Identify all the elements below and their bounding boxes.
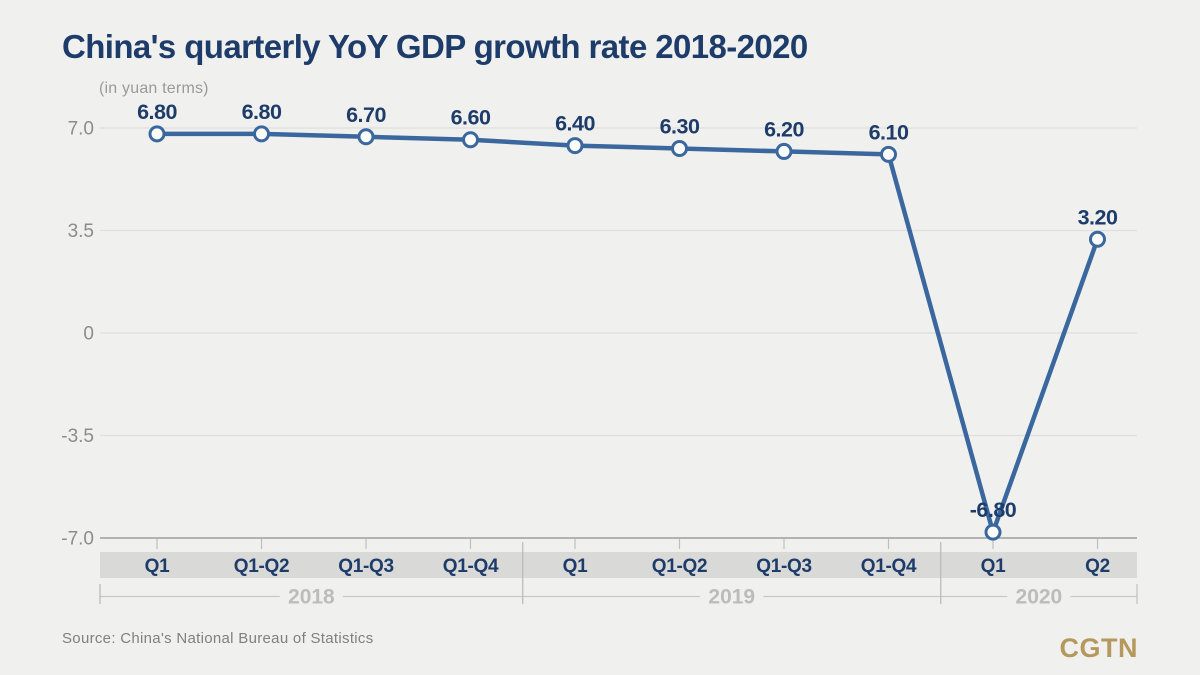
x-axis-label: Q1 (563, 556, 588, 577)
data-point-label: -6.80 (970, 498, 1017, 522)
data-point (253, 125, 270, 143)
data-point-label: 6.60 (451, 106, 491, 130)
data-point (671, 140, 688, 157)
y-axis-tick-label: 7.0 (68, 119, 94, 140)
x-axis-label: Q1-Q2 (652, 556, 708, 577)
data-point-label: 6.20 (764, 117, 804, 141)
data-point (775, 142, 793, 160)
year-label: 2020 (1016, 586, 1063, 609)
data-point (1089, 230, 1106, 248)
data-point (148, 125, 166, 143)
chart-subtitle: (in yuan terms) (99, 80, 209, 97)
data-point (357, 128, 375, 146)
cgtn-logo: CGTN (1059, 633, 1138, 663)
data-point-label: 6.10 (869, 120, 909, 144)
x-axis-label: Q1-Q3 (756, 556, 812, 577)
data-point (462, 131, 479, 149)
x-axis-band (100, 552, 1137, 578)
y-axis-tick-label: -3.5 (61, 426, 94, 447)
x-axis-label: Q1-Q3 (338, 556, 394, 577)
data-point-label: 6.70 (346, 103, 386, 127)
data-line (154, 131, 1100, 535)
data-point-label: 6.30 (660, 115, 700, 139)
data-point (566, 137, 584, 155)
source-note: Source: China's National Bureau of Stati… (62, 630, 374, 647)
data-point-label: 3.20 (1078, 205, 1118, 229)
x-axis-label: Q1 (145, 556, 170, 577)
y-axis-tick-label: 0 (83, 324, 94, 345)
data-point-label: 6.40 (555, 112, 595, 136)
y-axis-tick-label: 3.5 (68, 221, 94, 242)
data-point-label: 6.80 (242, 100, 282, 124)
x-axis-label: Q1 (981, 556, 1006, 577)
y-axis-tick-label: -7.0 (61, 529, 94, 550)
chart-title: China's quarterly YoY GDP growth rate 20… (62, 28, 808, 65)
x-axis-label: Q1-Q2 (234, 556, 290, 577)
x-axis-label: Q1-Q4 (861, 556, 917, 577)
data-point-label: 6.80 (137, 100, 177, 124)
year-label: 2019 (708, 586, 755, 609)
year-label: 2018 (288, 586, 335, 609)
x-axis-label: Q2 (1085, 556, 1110, 577)
data-point (984, 523, 1002, 541)
x-axis-label: Q1-Q4 (443, 556, 499, 577)
data-point (880, 145, 897, 163)
